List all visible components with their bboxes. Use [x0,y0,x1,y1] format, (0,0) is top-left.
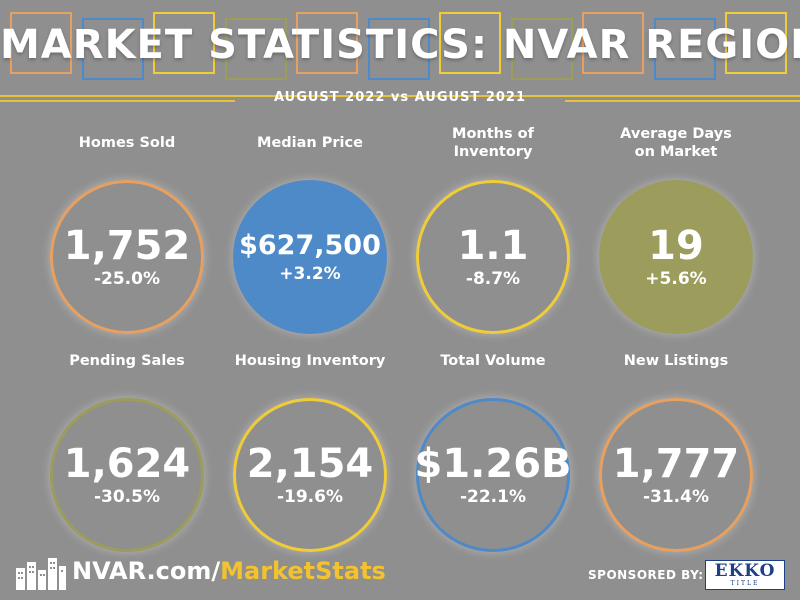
page-title: MARKET STATISTICS: NVAR REGION [0,22,800,68]
decorative-square [296,12,358,74]
stat-change: -22.1% [459,487,527,507]
header-rule-left [0,100,235,102]
stat-card: Months of Inventory 1.1 -8.7% [398,120,588,350]
stat-label: Total Volume [440,353,546,369]
decorative-square [10,12,72,74]
stat-card: Average Days on Market 19 +5.6% [581,120,771,350]
stat-value: $627,500 [239,230,381,261]
decorative-square [367,18,430,80]
stat-label: Months of Inventory [452,126,534,160]
stat-circle: 1,752 -25.0% [50,180,204,334]
stat-label: New Listings [623,353,729,369]
decorative-squares [0,0,800,90]
stat-card: Median Price $627,500 +3.2% [215,120,405,350]
footer-url[interactable]: NVAR.com/MarketStats [72,557,386,585]
decorative-square [653,18,716,80]
stat-change: -30.5% [93,487,161,507]
stat-change: +5.6% [645,269,707,289]
url-prefix: NVAR.com/ [72,557,221,585]
stat-change: -25.0% [93,269,161,289]
sponsored-label: SPONSORED BY: [588,568,704,582]
decorative-square [81,18,144,80]
stat-change: -8.7% [465,269,521,289]
stat-label: Median Price [257,135,363,151]
stat-value: 1,752 [63,223,191,269]
stat-value: 1,777 [612,441,740,487]
stat-card: Total Volume $1.26B -22.1% [398,338,588,568]
stat-value: 1.1 [457,223,529,269]
stat-circle: $627,500 +3.2% [233,180,387,334]
stat-card: Pending Sales 1,624 -30.5% [32,338,222,568]
stat-circle: 2,154 -19.6% [233,398,387,552]
stat-change: -19.6% [276,487,344,507]
header-rule-right [565,100,800,102]
stat-circle: 1.1 -8.7% [416,180,570,334]
sponsor-logo: EKKO TITLE [705,560,785,590]
decorative-square [224,18,287,80]
stat-card: Homes Sold 1,752 -25.0% [32,120,222,350]
skyline-icon [16,558,66,590]
url-accent: MarketStats [220,557,386,585]
stat-circle: $1.26B -22.1% [414,398,572,552]
sponsor-logo-sub: TITLE [730,580,760,587]
stat-value: 1,624 [63,441,191,487]
stat-value: 19 [648,223,704,269]
decorative-square [510,18,573,80]
stat-label: Average Days on Market [620,126,732,160]
stat-value: $1.26B [414,441,572,487]
decorative-square [439,12,501,74]
stat-circle: 1,624 -30.5% [50,398,204,552]
stat-card: New Listings 1,777 -31.4% [581,338,771,568]
decorative-square [582,12,644,74]
header-rule-top [0,95,800,97]
stat-circle: 1,777 -31.4% [599,398,753,552]
stat-value: 2,154 [246,441,374,487]
decorative-square [725,12,787,74]
stat-card: Housing Inventory 2,154 -19.6% [215,338,405,568]
stat-label: Homes Sold [78,135,176,151]
stat-label: Housing Inventory [234,353,386,369]
stat-change: +3.2% [279,264,341,284]
page-subtitle: AUGUST 2022 vs AUGUST 2021 [273,90,527,105]
stat-change: -31.4% [642,487,710,507]
stat-circle: 19 +5.6% [599,180,753,334]
stat-label: Pending Sales [69,353,185,369]
sponsor-logo-text: EKKO [714,561,776,581]
decorative-square [153,12,215,74]
